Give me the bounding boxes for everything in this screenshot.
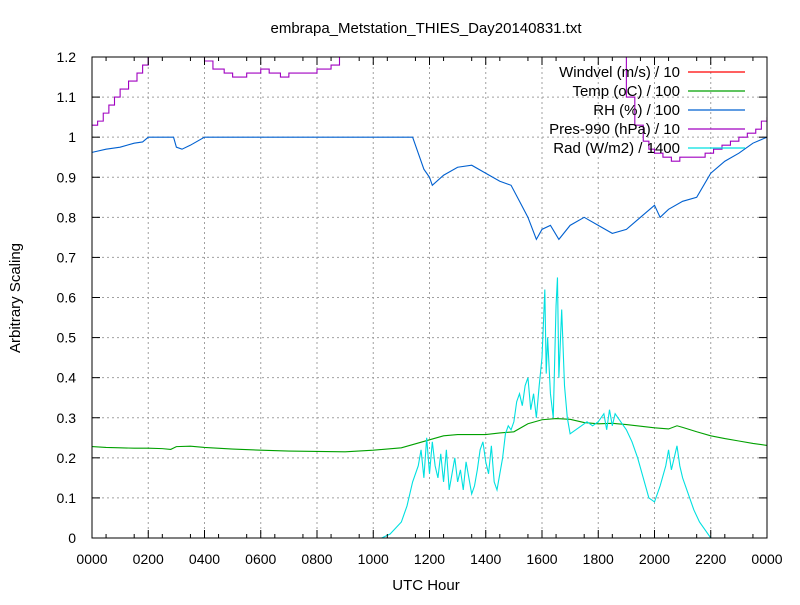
x-tick-label: 0000 <box>751 551 782 567</box>
series-line-1 <box>92 418 767 453</box>
x-tick-label: 2200 <box>695 551 726 567</box>
series-line-3 <box>92 57 767 162</box>
y-tick-label: 0.8 <box>57 209 77 225</box>
x-tick-label: 0400 <box>189 551 220 567</box>
y-tick-label: 0.7 <box>57 249 77 265</box>
legend-entry-label: Temp (oC) / 100 <box>572 83 680 100</box>
series-line-4 <box>381 277 712 538</box>
x-tick-label: 2000 <box>639 551 670 567</box>
y-tick-label: 0.6 <box>57 290 77 306</box>
y-tick-label: 0.1 <box>57 490 77 506</box>
legend-entry-label: Pres-990 (hPa) / 10 <box>549 121 680 138</box>
y-tick-label: 1.1 <box>57 89 77 105</box>
ticks: 0 0.1 0.2 0.3 0.4 0.5 0.6 0.7 0.8 0.9 1 1.1 1.2 0000 0… <box>57 49 783 567</box>
series-line-2 <box>92 136 767 241</box>
y-tick-label: 0.5 <box>57 330 77 346</box>
x-tick-label: 0800 <box>301 551 332 567</box>
chart-title: embrapa_Metstation_THIES_Day20140831.txt <box>270 20 582 37</box>
x-tick-label: 0600 <box>245 551 276 567</box>
x-tick-label: 1200 <box>414 551 445 567</box>
series-layer <box>92 57 767 538</box>
y-tick-label: 0.2 <box>57 450 77 466</box>
legend-entry-label: Windvel (m/s) / 10 <box>559 64 680 81</box>
x-axis-label: UTC Hour <box>392 577 460 594</box>
y-axis-label: Arbitrary Scaling <box>7 243 24 353</box>
legend-entry-label: Rad (W/m2) / 1400 <box>553 140 680 157</box>
legend: Windvel (m/s) / 10 Temp (oC) / 100 RH (%) … <box>549 64 745 157</box>
x-tick-label: 1800 <box>583 551 614 567</box>
x-tick-label: 0000 <box>76 551 107 567</box>
y-tick-label: 1 <box>68 129 76 145</box>
x-tick-label: 1600 <box>526 551 557 567</box>
x-tick-label: 1000 <box>358 551 389 567</box>
x-tick-label: 0200 <box>133 551 164 567</box>
y-tick-label: 0 <box>68 530 76 546</box>
y-tick-label: 0.4 <box>57 370 77 386</box>
legend-entry-label: RH (%) / 100 <box>593 102 680 119</box>
y-tick-label: 1.2 <box>57 49 77 65</box>
x-tick-label: 1400 <box>470 551 501 567</box>
y-tick-label: 0.3 <box>57 410 77 426</box>
y-tick-label: 0.9 <box>57 169 77 185</box>
